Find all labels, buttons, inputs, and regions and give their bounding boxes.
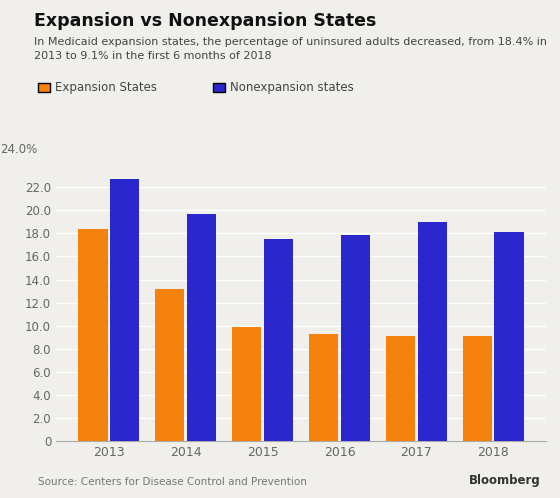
Text: Source: Centers for Disease Control and Prevention: Source: Centers for Disease Control and … bbox=[38, 477, 307, 487]
Text: 24.0%: 24.0% bbox=[0, 143, 37, 156]
Text: Expansion vs Nonexpansion States: Expansion vs Nonexpansion States bbox=[34, 12, 376, 30]
Bar bbox=[340, 235, 370, 441]
Bar bbox=[264, 239, 293, 441]
Bar bbox=[494, 232, 524, 441]
Bar bbox=[186, 214, 216, 441]
Bar bbox=[386, 336, 416, 441]
Text: Bloomberg: Bloomberg bbox=[469, 474, 540, 487]
Text: In Medicaid expansion states, the percentage of uninsured adults decreased, from: In Medicaid expansion states, the percen… bbox=[34, 37, 547, 61]
Bar bbox=[110, 179, 139, 441]
Bar bbox=[78, 229, 108, 441]
Bar bbox=[418, 222, 447, 441]
Text: Expansion States: Expansion States bbox=[55, 81, 157, 94]
Text: Nonexpansion states: Nonexpansion states bbox=[230, 81, 353, 94]
Bar bbox=[463, 336, 492, 441]
Bar bbox=[155, 289, 184, 441]
Bar bbox=[232, 327, 262, 441]
Bar bbox=[309, 334, 338, 441]
